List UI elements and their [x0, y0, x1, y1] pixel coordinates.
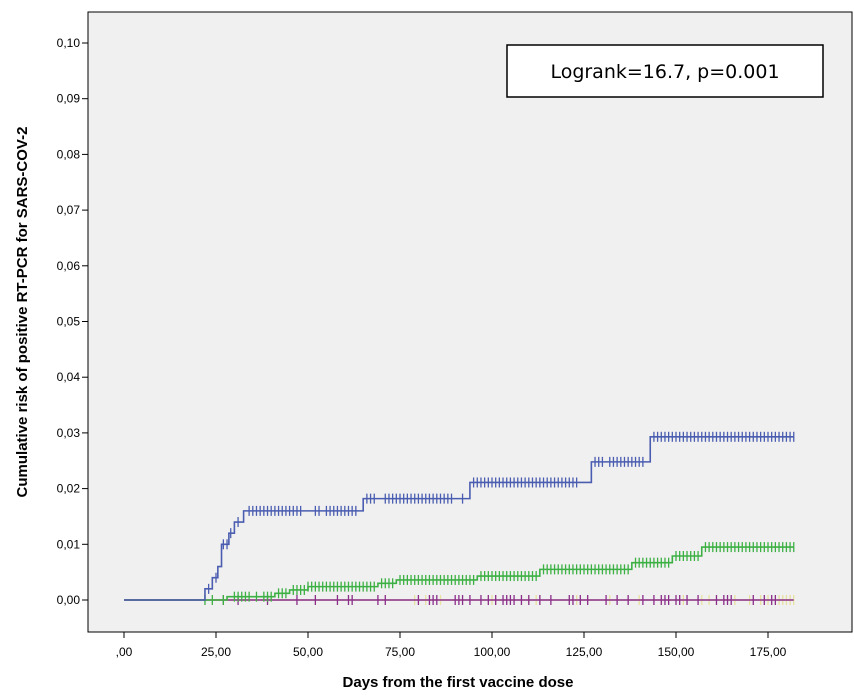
- series-1-line: [124, 435, 794, 601]
- x-axis: ,00 25,00 50,00 75,00 100,00 125,00 150,00 175,…: [116, 632, 787, 659]
- y-tick-label: 0,07: [57, 203, 81, 217]
- series-layer: [124, 431, 795, 605]
- y-tick-label: 0,06: [57, 259, 81, 273]
- y-tick-label: 0,10: [57, 36, 81, 50]
- x-axis-title: Days from the first vaccine dose: [343, 674, 574, 691]
- y-tick-label: 0,01: [57, 537, 81, 551]
- x-tick-label: 50,00: [293, 645, 323, 659]
- y-tick-label: 0,02: [57, 482, 81, 496]
- y-axis-title: Cumulative risk of positive RT-PCR for S…: [14, 127, 31, 498]
- plot-area: [87, 11, 853, 633]
- series-1: [124, 431, 795, 601]
- logrank-annotation: Logrank=16.7, p=0.001: [506, 44, 824, 98]
- series-2-line: [124, 546, 794, 601]
- annotation-box: [506, 44, 824, 98]
- x-tick-label: 175,00: [750, 645, 787, 659]
- y-tick-label: 0,03: [57, 426, 81, 440]
- x-tick-label: 150,00: [658, 645, 695, 659]
- x-tick-label: 25,00: [201, 645, 231, 659]
- annotation-text: Logrank=16.7, p=0.001: [550, 61, 779, 83]
- x-tick-label: ,00: [116, 645, 133, 659]
- y-tick-label: 0,09: [57, 92, 81, 106]
- x-tick-label: 100,00: [474, 645, 511, 659]
- y-axis: 0,00 0,01 0,02 0,03 0,04 0,05 0,06 0,07 0,08 0,09…: [57, 36, 88, 607]
- x-tick-label: 75,00: [385, 645, 415, 659]
- y-tick-label: 0,04: [57, 370, 81, 384]
- x-tick-label: 125,00: [566, 645, 603, 659]
- y-tick-label: 0,05: [57, 315, 81, 329]
- series-3: [124, 595, 794, 605]
- series-2: [124, 542, 795, 605]
- y-tick-label: 0,00: [57, 593, 81, 607]
- y-tick-label: 0,08: [57, 147, 81, 161]
